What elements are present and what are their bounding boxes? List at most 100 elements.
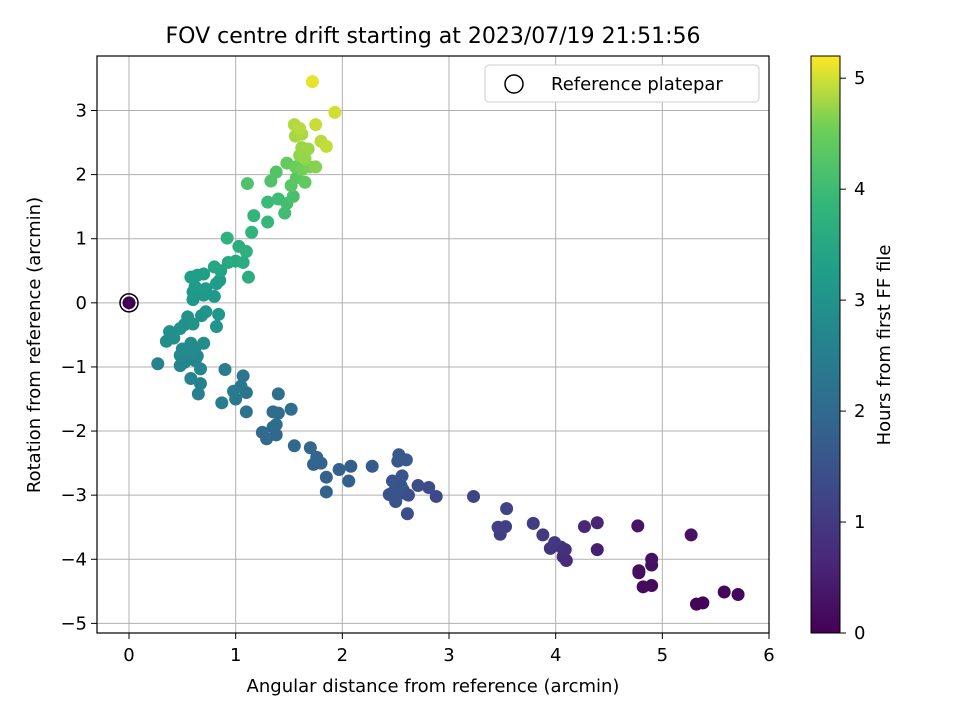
data-point [309,160,323,174]
data-point [239,245,253,259]
data-point [209,320,223,334]
data-point [731,588,745,602]
data-point [240,177,254,191]
data-point [236,255,250,269]
plot-frame [96,55,770,634]
data-point [271,406,285,420]
data-point [429,489,443,503]
data-point [269,165,283,179]
data-point [332,463,346,477]
data-point [400,507,414,521]
data-point [467,489,481,503]
data-point [548,536,562,550]
data-point [245,225,259,239]
data-point [500,502,514,516]
chart-title: FOV centre drift starting at 2023/07/19 … [166,24,701,49]
data-point [395,469,409,483]
data-point [220,231,234,245]
y-axis-label: Rotation from reference (arcmin) [24,197,45,493]
data-point [215,396,229,410]
data-point [590,543,604,557]
y-tick-label: −4 [60,549,87,570]
data-point [287,439,301,453]
data-point [305,75,319,89]
data-point [590,516,604,530]
data-point [236,369,250,383]
data-point [411,479,425,493]
data-point [199,305,213,319]
data-point [684,528,698,542]
data-point [319,485,333,499]
colorbar-ticks: 0 1 2 3 4 5 [840,68,865,644]
y-tick-label: −1 [60,357,87,378]
data-point [218,363,232,377]
data-point [293,121,307,135]
data-point [328,105,342,119]
data-point [344,459,358,473]
y-tick-label: −2 [60,421,87,442]
data-point [207,289,221,303]
data-point [422,480,436,494]
data-point [241,270,255,284]
data-point [207,260,221,274]
y-tick-label: 0 [76,293,87,314]
x-tick-label: 0 [123,645,134,666]
y-tick-label: −5 [60,613,87,634]
data-point [191,387,205,401]
x-tick-label: 4 [550,645,561,666]
colorbar-tick-label: 1 [854,512,865,533]
data-point [310,450,324,464]
data-point [319,139,333,153]
data-point [632,566,646,580]
data-point [309,118,323,132]
data-point [213,273,227,287]
x-tick-label: 1 [230,645,241,666]
data-point [301,142,315,156]
data-point [261,195,275,209]
colorbar-label: Hours from first FF file [874,245,895,446]
data-point [645,579,659,593]
data-point [199,282,213,296]
y-tick-label: 2 [76,165,87,186]
x-tick-label: 5 [657,645,668,666]
data-point [255,425,269,439]
colorbar-tick-label: 4 [854,179,865,200]
data-point [181,310,195,324]
colorbar-tick-label: 3 [854,290,865,311]
reference-point [122,296,136,310]
x-tick-label: 2 [337,645,348,666]
data-point [271,387,285,401]
legend: Reference platepar [484,64,760,103]
data-point [163,325,177,339]
colorbar-tick-label: 0 [854,623,865,644]
data-point [193,362,207,376]
data-point [227,384,241,398]
colorbar-tick-label: 5 [854,68,865,89]
data-point [239,405,253,419]
data-point [197,336,211,350]
reference-platepar-marker [119,293,139,313]
data-point [303,441,317,455]
data-point [631,519,645,533]
data-point [193,377,207,391]
data-point [212,307,226,321]
colorbar-gradient [810,55,841,634]
data-point [577,520,591,534]
data-point [696,596,710,610]
scatter-points [122,75,745,611]
data-point [284,402,298,416]
y-tick-label: 3 [76,100,87,121]
colorbar: 0 1 2 3 4 5 Hours from first FF file [810,55,895,644]
data-point [261,215,275,229]
legend-box [484,64,760,103]
data-point [536,528,550,542]
data-point [717,585,731,599]
grid-lines [97,56,770,633]
x-axis-ticks: 0 1 2 3 4 5 6 [123,633,775,666]
colorbar-tick-label: 2 [854,401,865,422]
data-point [184,371,198,385]
data-point [247,209,261,223]
data-point [286,189,300,203]
data-point [184,336,198,350]
